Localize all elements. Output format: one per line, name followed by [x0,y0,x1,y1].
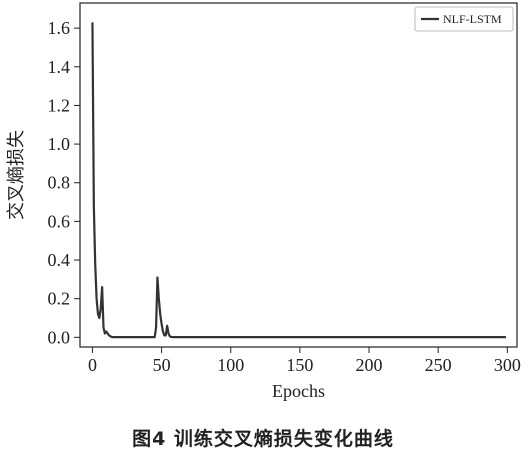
x-tick-label-3: 150 [286,355,313,375]
y-tick-label-1: 0.2 [48,289,71,309]
x-tick-label-2: 100 [217,355,244,375]
y-tick-label-0: 0.0 [48,327,71,347]
y-tick-label-6: 1.2 [48,95,71,115]
x-tick-label-5: 250 [425,355,452,375]
x-tick-label-6: 300 [494,355,521,375]
loss-chart: 0 50 100 150 200 250 300 0.0 0.2 0.4 0.6 0.8 1.0 1.2 1… [6,2,521,401]
x-axis-label: Epochs [272,381,325,401]
figure-caption: 图4 训练交叉熵损失变化曲线 [132,428,394,450]
y-tick-label-8: 1.6 [48,18,71,38]
x-tick-label-0: 0 [88,355,97,375]
y-tick-label-3: 0.6 [48,211,71,231]
series-line-0 [91,22,506,339]
y-tick-label-5: 1.0 [48,134,71,154]
chart-svg: 0 50 100 150 200 250 300 0.0 0.2 0.4 0.6 0.8 1.0 1.2 1… [6,2,521,401]
y-tick-label-4: 0.8 [48,173,71,193]
legend-box [414,6,514,32]
x-tick-label-1: 50 [153,355,171,375]
legend-label-0: NLF-LSTM [443,12,502,26]
y-axis-label: 交叉熵损失 [6,130,26,220]
plot-frame [79,2,518,348]
y-tick-label-7: 1.4 [48,57,71,77]
y-tick-label-2: 0.4 [48,250,71,270]
x-tick-label-4: 200 [356,355,383,375]
